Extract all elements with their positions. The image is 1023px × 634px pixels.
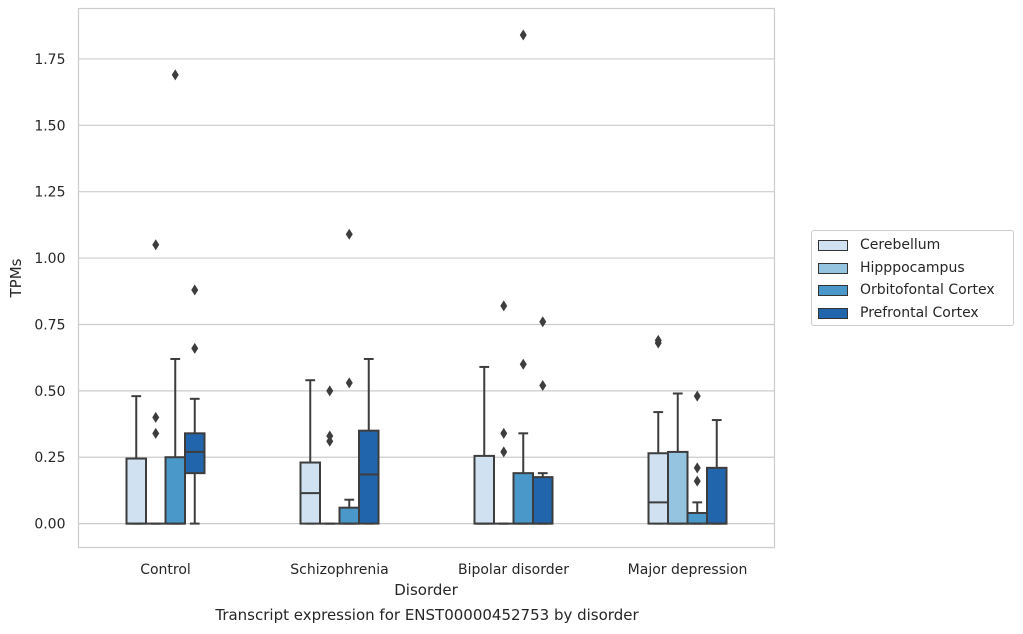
box-body: [532, 476, 554, 525]
box-1-0: [146, 239, 166, 525]
outlier-point: [539, 380, 547, 392]
box-1-1: [320, 385, 340, 525]
box-body: [338, 506, 360, 525]
outlier-point: [693, 462, 701, 474]
outlier-point: [152, 239, 160, 251]
x-tick-label: Control: [140, 562, 191, 578]
legend-swatch-hippocampus: [818, 262, 848, 274]
outlier-point: [191, 342, 199, 354]
box-0-3: [647, 334, 669, 525]
x-tick-label: Bipolar disorder: [458, 562, 569, 578]
outlier-point: [500, 300, 508, 312]
box-0-0: [125, 395, 147, 525]
outlier-point: [693, 390, 701, 402]
y-tick-label: 1.25: [34, 185, 65, 201]
legend-swatch-orbitofrontal-cortex: [818, 284, 848, 296]
outlier-point: [171, 69, 179, 81]
box-0-2: [473, 365, 495, 525]
box-body: [512, 472, 534, 525]
box-3-2: [532, 316, 554, 525]
box-body: [125, 457, 147, 525]
outlier-point: [152, 411, 160, 423]
legend-swatch-cerebellum: [818, 239, 848, 251]
legend-item-orbitofrontal-cortex: Orbitofontal Cortex: [818, 280, 995, 300]
x-tick-label: Schizophrenia: [290, 562, 388, 578]
outlier-point: [500, 427, 508, 439]
y-tick-label: 1.75: [34, 52, 65, 68]
outlier-point: [519, 29, 527, 41]
box-2-3: [686, 390, 708, 525]
y-tick-label: 1.00: [34, 251, 65, 267]
outlier-point: [539, 316, 547, 328]
y-tick-label: 1.50: [34, 118, 65, 134]
legend-item-prefrontal-cortex: Prefrontal Cortex: [818, 303, 979, 323]
box-2-0: [164, 69, 186, 525]
legend: Cerebellum Hipppocampus Orbitofontal Cor…: [811, 230, 1014, 326]
legend-item-hippocampus: Hipppocampus: [818, 258, 965, 278]
box-0-1: [299, 379, 321, 525]
outlier-point: [326, 385, 334, 397]
legend-item-cerebellum: Cerebellum: [818, 235, 940, 255]
outlier-point: [693, 475, 701, 487]
outlier-point: [326, 430, 334, 442]
box-body: [647, 452, 669, 525]
box-1-2: [494, 300, 514, 525]
box-3-3: [706, 419, 728, 525]
x-tick-label: Major depression: [628, 562, 748, 578]
box-body: [184, 432, 206, 475]
y-tick-label: 0.25: [34, 450, 65, 466]
x-tick-labels: Control Schizophrenia Bipolar disorder Majo…: [140, 562, 747, 578]
outlier-point: [500, 446, 508, 458]
box-body: [667, 450, 689, 525]
outlier-point: [654, 334, 662, 346]
legend-label-cerebellum: Cerebellum: [860, 237, 941, 253]
outlier-point: [519, 358, 527, 370]
box-3-0: [184, 284, 206, 525]
legend-label-prefrontal-cortex: Prefrontal Cortex: [860, 305, 979, 321]
legend-swatch-prefrontal-cortex: [818, 307, 848, 319]
x-axis-label: Disorder: [394, 581, 458, 599]
box-body: [358, 429, 380, 525]
box-body: [473, 454, 495, 525]
box-1-3: [667, 392, 689, 525]
y-tick-label: 0.50: [34, 384, 65, 400]
legend-label-orbitofrontal-cortex: Orbitofontal Cortex: [860, 282, 995, 298]
box-2-2: [512, 29, 534, 525]
box-body: [706, 466, 728, 525]
y-axis-label: TPMs: [7, 258, 25, 298]
y-tick-labels: 0.00 0.25 0.50 0.75 1.00 1.25 1.50 1.75: [34, 52, 65, 533]
outlier-point: [345, 377, 353, 389]
box-body: [686, 511, 708, 525]
box-3-1: [358, 357, 380, 525]
outlier-point: [191, 284, 199, 296]
legend-label-hippocampus: Hipppocampus: [860, 260, 965, 276]
y-tick-label: 0.00: [34, 517, 65, 533]
chart-caption: Transcript expression for ENST0000045275…: [215, 606, 639, 624]
y-tick-label: 0.75: [34, 317, 65, 333]
outlier-point: [345, 228, 353, 240]
box-2-1: [338, 228, 360, 525]
box-series: [125, 29, 728, 525]
outlier-point: [152, 427, 160, 439]
plot-frame: [77, 7, 776, 549]
box-body: [164, 456, 186, 525]
